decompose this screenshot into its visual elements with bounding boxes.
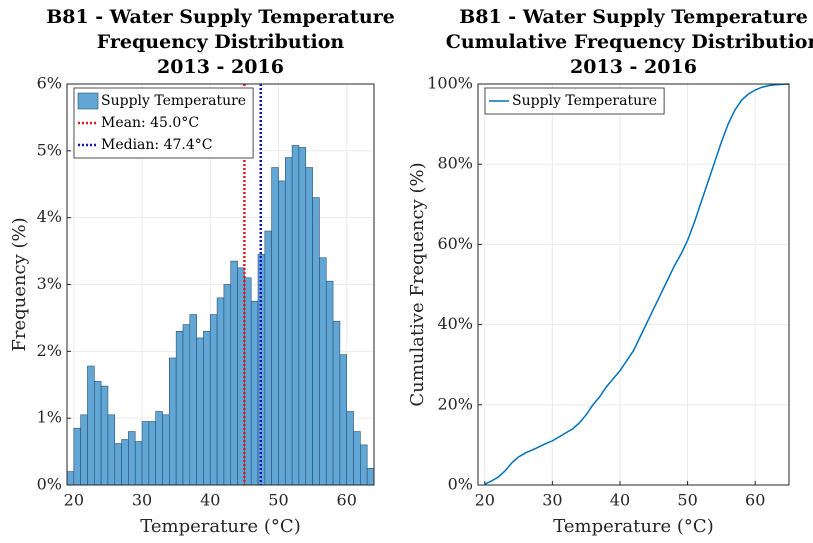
bar <box>80 414 88 486</box>
bar <box>107 414 116 486</box>
bar <box>325 280 334 486</box>
bar <box>312 197 320 486</box>
legend-label: Median: 47.4°C <box>101 137 212 153</box>
bar <box>169 357 177 486</box>
y-tick-label: 60% <box>437 234 473 253</box>
bar <box>66 471 75 486</box>
bar <box>87 365 95 486</box>
bar <box>182 324 191 486</box>
bar <box>339 354 348 486</box>
chart-title: Cumulative Frequency Distribution <box>446 31 813 53</box>
legend-label: Supply Temperature <box>512 93 657 109</box>
y-axis-label: Frequency (%) <box>9 217 30 351</box>
legend-label: Mean: 45.0°C <box>101 115 199 131</box>
bar <box>305 167 313 486</box>
bar <box>216 297 225 486</box>
x-axis-label: Temperature (°C) <box>553 516 713 537</box>
y-tick-label: 3% <box>37 274 62 293</box>
x-tick-label: 30 <box>132 491 152 510</box>
chart-title: B81 - Water Supply Temperature <box>46 6 395 28</box>
x-tick-label: 20 <box>64 491 84 510</box>
y-tick-label: 0% <box>37 475 62 494</box>
bar <box>141 421 150 486</box>
bar <box>100 385 109 486</box>
x-tick-label: 60 <box>745 491 765 510</box>
y-tick-label: 4% <box>37 207 62 226</box>
y-tick-label: 40% <box>437 314 473 333</box>
bar <box>271 167 279 486</box>
legend-label: Supply Temperature <box>101 93 246 109</box>
bar <box>346 411 354 486</box>
x-tick-label: 40 <box>610 491 630 510</box>
y-tick-label: 100% <box>427 74 473 93</box>
bar <box>209 314 218 486</box>
bar <box>250 300 259 486</box>
bar <box>264 230 272 486</box>
bar <box>230 260 238 486</box>
bar <box>366 467 375 486</box>
x-tick-label: 50 <box>268 491 288 510</box>
chart-title: 2013 - 2016 <box>570 56 697 78</box>
legend-swatch <box>77 92 99 110</box>
y-tick-label: 2% <box>37 341 62 360</box>
x-tick-label: 60 <box>337 491 357 510</box>
bar <box>189 314 197 486</box>
bar <box>155 411 163 486</box>
bar <box>73 427 81 486</box>
y-tick-label: 5% <box>37 140 62 159</box>
bar <box>278 180 286 486</box>
line <box>484 83 790 485</box>
legend: Supply Temperature Mean: 45.0°C Median: 47… <box>73 87 254 159</box>
x-tick-label: 20 <box>475 491 495 510</box>
legend-box <box>484 87 665 115</box>
y-tick-label: 6% <box>37 74 62 93</box>
bar <box>128 431 136 486</box>
bar <box>162 414 170 486</box>
bar <box>134 441 143 486</box>
y-tick-label: 80% <box>437 154 473 173</box>
bar <box>121 439 129 486</box>
bar <box>148 421 156 486</box>
x-tick-label: 30 <box>542 491 562 510</box>
bar <box>360 444 368 486</box>
chart-title: B81 - Water Supply Temperature <box>459 6 808 28</box>
y-tick-label: 1% <box>37 408 62 427</box>
axes-box <box>66 83 375 486</box>
bar <box>223 284 232 486</box>
bar <box>203 330 211 486</box>
y-tick-label: 20% <box>437 394 473 413</box>
y-tick-label: 0% <box>448 475 473 494</box>
x-tick-label: 50 <box>677 491 697 510</box>
y-axis-label: Cumulative Frequency (%) <box>407 162 428 406</box>
legend-box <box>73 87 254 159</box>
bar <box>298 147 307 486</box>
bar <box>175 330 184 486</box>
chart-title: Frequency Distribution <box>97 31 345 53</box>
chart-title: 2013 - 2016 <box>157 56 284 78</box>
bar <box>196 337 204 486</box>
bar <box>353 431 361 486</box>
bar <box>93 381 102 486</box>
axes-box <box>477 83 790 486</box>
bar <box>285 157 293 486</box>
bar <box>114 443 122 486</box>
bar <box>291 145 300 486</box>
bar <box>332 320 341 486</box>
x-tick-label: 40 <box>200 491 220 510</box>
bar <box>319 257 327 486</box>
x-axis-label: Temperature (°C) <box>140 516 300 537</box>
legend: Supply Temperature <box>484 87 665 115</box>
